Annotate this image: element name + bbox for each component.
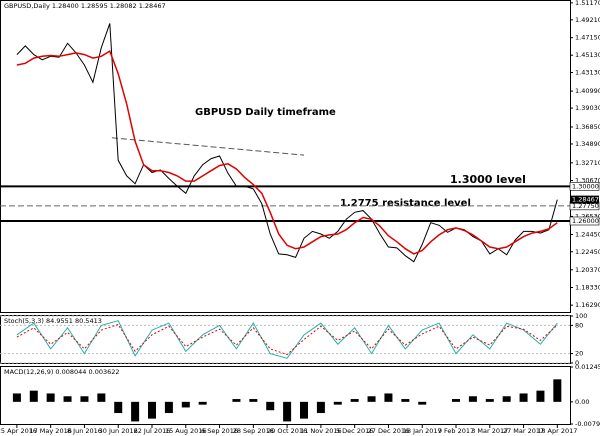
y-tick-label: 1.22450 [575, 248, 600, 256]
y-tick-label: 1.47150 [575, 34, 600, 42]
x-tick-label: 5 Dec 2016 [336, 427, 373, 435]
x-tick-label: 18 Apr 2017 [537, 427, 577, 435]
bar [452, 399, 460, 402]
bar [283, 401, 292, 422]
x-tick-label: 8 Jun 2016 [67, 427, 102, 435]
y-tick-label: 1.24450 [575, 230, 600, 238]
price-tag [570, 195, 599, 204]
bar [485, 399, 494, 402]
bar [198, 401, 207, 405]
bar [553, 379, 562, 402]
bar [468, 396, 477, 402]
x-tick-label: 6 Sep 2016 [201, 427, 238, 435]
series-line [16, 323, 558, 356]
bar [401, 399, 410, 402]
y-tick-label: 1.45130 [575, 51, 600, 59]
y-tick-label: 1.49210 [575, 16, 600, 24]
y-tick-label: 1.26530 [575, 212, 600, 220]
y-tick-label: 100 [575, 312, 587, 320]
annotation: 1.3000 level [450, 173, 526, 186]
y-tick-label: 1.51170 [575, 0, 600, 7]
x-tick-label: 15 Aug 2016 [165, 427, 207, 435]
x-tick-label: 17 May 2016 [29, 427, 71, 435]
y-tick-label: 1.36850 [575, 123, 600, 131]
x-tick-label: 20 Oct 2016 [267, 427, 307, 435]
x-tick-label: 27 Mar 2017 [503, 427, 544, 435]
x-tick-label: 9 Feb 2017 [438, 427, 474, 435]
bar [97, 393, 106, 402]
annotation: GBPUSD Daily timeframe [195, 107, 336, 118]
y-tick-label: 1.39030 [575, 104, 600, 112]
bar [114, 401, 123, 414]
main-frame [0, 0, 571, 313]
level-label: 1.27750 [572, 202, 599, 210]
y-tick-label: 80 [575, 321, 583, 329]
chart-title: GBPUSD,Daily 1.28400 1.28595 1.28082 1.2… [4, 2, 166, 10]
x-tick-label: 22 Jul 2016 [134, 427, 171, 435]
bar [80, 396, 89, 402]
bar [63, 396, 72, 402]
y-tick-label: 1.18330 [575, 283, 600, 291]
y-tick-label: 0.012456 [575, 363, 600, 371]
bar [164, 401, 173, 414]
bar [12, 393, 21, 402]
bar [316, 401, 325, 414]
bar [249, 399, 258, 402]
x-tick-label: 18 Jan 2017 [403, 427, 442, 435]
annotation: 1.2775 resistance level [340, 198, 471, 209]
trendline [111, 137, 305, 156]
x-tick-label: 30 Jun 2016 [99, 427, 138, 435]
bar [519, 393, 528, 402]
y-tick-label: 1.43130 [575, 69, 600, 77]
x-tick-label: 25 Apr 2016 [0, 427, 37, 435]
stoch-title: Stoch(5,3,3) 84.9551 80.5413 [4, 317, 102, 325]
bar [333, 401, 342, 405]
y-tick-label: 0.00 [575, 398, 589, 406]
bar [418, 401, 427, 405]
bar [350, 399, 359, 402]
x-tick-label: 3 Mar 2017 [471, 427, 508, 435]
y-tick-label: 1.16290 [575, 301, 600, 309]
bar [502, 396, 511, 402]
level-label: 1.26000 [572, 217, 599, 225]
bar [181, 401, 190, 408]
y-tick-label: 1.32710 [575, 159, 600, 167]
y-tick-label: 20 [575, 350, 583, 358]
macd-frame [0, 366, 571, 425]
bar [46, 393, 55, 402]
series-line [16, 49, 558, 255]
bar [536, 390, 545, 402]
bar [266, 401, 275, 411]
bar [131, 401, 140, 422]
bar [367, 396, 376, 402]
y-tick-label: 1.30670 [575, 177, 600, 185]
y-tick-label: 0 [575, 359, 579, 367]
price-label: 1.28467 [572, 196, 599, 204]
bar [29, 390, 38, 402]
x-tick-label: 28 Sep 2016 [233, 427, 274, 435]
bar [232, 399, 241, 402]
y-tick-label: 1.34890 [575, 140, 600, 148]
x-tick-label: 27 Dec 2016 [368, 427, 410, 435]
level-tag [569, 182, 600, 191]
y-tick-label: 1.20370 [575, 266, 600, 274]
bar [300, 401, 308, 419]
y-tick-label: -0.00792 [575, 420, 600, 428]
bar [384, 393, 393, 402]
level-tag [569, 216, 600, 226]
bar [148, 401, 156, 419]
x-tick-label: 11 Nov 2016 [300, 427, 342, 435]
level-label: 1.30000 [572, 182, 599, 190]
y-tick-label: 1.40990 [575, 87, 600, 95]
macd-title: MACD(12,26,9) 0.008044 0.003622 [4, 368, 120, 376]
